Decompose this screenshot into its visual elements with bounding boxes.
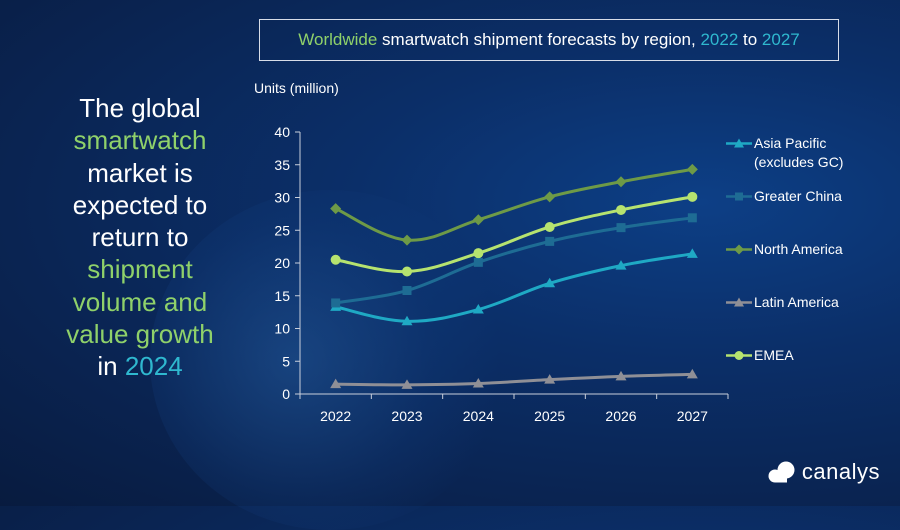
- title-part-worldwide: Worldwide: [298, 30, 378, 49]
- data-point-greater-china: [616, 223, 626, 233]
- title-part-to: to: [738, 30, 762, 49]
- x-tick-label: 2024: [463, 408, 494, 424]
- title-part-text: smartwatch shipment forecasts by region,: [377, 30, 701, 49]
- series-line-latin-america: [334, 372, 694, 387]
- title-part-start-year: 2022: [700, 30, 739, 49]
- headline-line: expected to: [72, 189, 208, 220]
- y-tick-label: 35: [274, 157, 290, 173]
- chart-title: Worldwide smartwatch shipment forecasts …: [259, 19, 839, 61]
- legend-swatch-north-america: [726, 244, 752, 255]
- data-point-north-america: [686, 163, 698, 175]
- data-point-north-america: [330, 203, 342, 215]
- legend-item-north-america: North America: [726, 240, 843, 259]
- y-tick-label: 20: [274, 255, 290, 271]
- headline-year: 2024: [124, 351, 183, 382]
- headline-line: shipment: [87, 254, 193, 285]
- data-point-latin-america: [615, 370, 627, 381]
- legend-item-greater-china: Greater China: [726, 187, 842, 206]
- data-point-north-america: [544, 191, 556, 203]
- data-point-latin-america: [330, 378, 342, 389]
- x-tick-label: 2027: [677, 408, 708, 424]
- y-tick-label: 25: [274, 222, 290, 238]
- x-tick-label: 2022: [320, 408, 351, 424]
- x-tick-label: 2026: [605, 408, 636, 424]
- y-tick-label: 0: [282, 386, 290, 402]
- headline-line: market is: [87, 157, 193, 188]
- data-point-emea: [544, 221, 555, 232]
- data-point-greater-china: [331, 298, 341, 308]
- title-part-end-year: 2027: [761, 30, 800, 49]
- data-point-emea: [473, 248, 484, 259]
- data-point-north-america: [401, 234, 413, 246]
- legend-item-asia-pacific: Asia Pacific (excludes GC): [726, 134, 843, 172]
- headline: The global smartwatch market is expected…: [40, 92, 240, 383]
- background-glow: [150, 190, 510, 530]
- data-point-latin-america: [686, 368, 698, 379]
- canalys-logo-icon: [768, 461, 795, 483]
- data-point-latin-america: [472, 378, 484, 388]
- headline-in: in: [97, 351, 125, 382]
- brand-name: canalys: [801, 459, 880, 484]
- x-tick-label: 2023: [391, 408, 422, 424]
- series-line-greater-china: [334, 216, 694, 305]
- legend-swatch-latin-america: [726, 297, 752, 307]
- data-point-latin-america: [544, 374, 556, 384]
- legend-item-emea: EMEA: [726, 346, 794, 365]
- x-tick-label: 2025: [534, 408, 565, 424]
- data-point-emea: [402, 266, 412, 277]
- legend-label-latin-america: Latin America: [754, 294, 839, 310]
- headline-line: smartwatch: [73, 125, 207, 156]
- legend-label-emea: EMEA: [754, 347, 794, 363]
- data-point-greater-china: [545, 236, 555, 246]
- data-point-north-america: [615, 176, 627, 188]
- series-line-asia-pacific: [334, 252, 694, 323]
- legend-label-asia-pacific: Asia Pacific (excludes GC): [754, 135, 844, 170]
- data-point-greater-china: [473, 257, 483, 267]
- legend-swatch-greater-china: [726, 192, 752, 201]
- data-point-greater-china: [687, 213, 697, 223]
- y-axis-label: Units (million): [254, 80, 339, 96]
- y-tick-label: 30: [274, 190, 290, 206]
- legend-swatch-emea: [726, 351, 752, 360]
- brand-logo: canalys: [766, 459, 880, 485]
- data-point-north-america: [472, 214, 484, 226]
- headline-line: value growth: [66, 319, 214, 350]
- y-tick-label: 15: [274, 288, 290, 304]
- headline-line: return to: [91, 222, 189, 253]
- data-point-asia-pacific: [615, 260, 627, 270]
- data-point-latin-america: [401, 379, 413, 389]
- data-point-asia-pacific: [686, 248, 698, 258]
- series-line-north-america: [334, 167, 694, 242]
- data-point-emea: [687, 191, 698, 202]
- data-point-greater-china: [402, 286, 412, 296]
- series-line-emea: [334, 195, 694, 274]
- legend-label-greater-china: Greater China: [754, 188, 842, 204]
- data-point-emea: [330, 254, 341, 265]
- headline-line: The global: [79, 93, 201, 123]
- data-point-asia-pacific: [472, 304, 484, 314]
- headline-line: volume and: [72, 286, 208, 317]
- y-tick-label: 10: [274, 321, 290, 337]
- legend-item-latin-america: Latin America: [726, 293, 839, 312]
- data-point-asia-pacific: [401, 315, 413, 326]
- headline-line: in 2024: [40, 350, 240, 382]
- legend-label-north-america: North America: [754, 241, 843, 257]
- legend-swatch-asia-pacific: [726, 138, 752, 148]
- data-point-asia-pacific: [544, 277, 556, 288]
- y-tick-label: 5: [282, 353, 290, 369]
- data-point-emea: [616, 204, 626, 215]
- y-tick-label: 40: [274, 124, 290, 140]
